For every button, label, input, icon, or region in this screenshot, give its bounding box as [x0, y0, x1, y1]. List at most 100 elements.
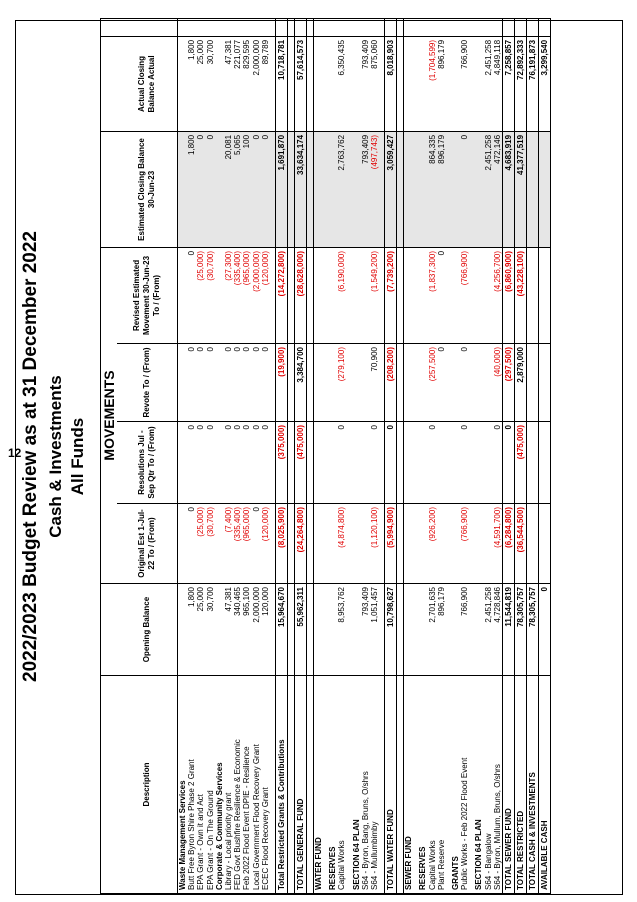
edge-cell — [205, 18, 215, 37]
row-description: TOTAL WATER FUND — [384, 675, 397, 894]
row-value: 0 — [205, 343, 215, 422]
table-row: S64 - Byron, Mullum, Bruns, O/shrs 4,728,… — [492, 18, 503, 894]
edge-cell — [306, 18, 314, 37]
row-value — [313, 583, 324, 676]
row-value: 2,451,258 — [483, 36, 493, 132]
row-value: 0 — [205, 131, 215, 248]
row-value: 0 — [233, 421, 243, 504]
row-value: 965,100 — [242, 583, 252, 676]
edge-cell — [418, 18, 428, 37]
row-value: (475,000) — [294, 421, 307, 504]
table-row: S64 - Mullumbimby 1,051,457 (1,120,100) 0 70… — [370, 18, 380, 894]
row-value: 0 — [492, 421, 503, 504]
row-description: Public Works - Feb 2022 Flood Event — [460, 675, 470, 894]
row-value — [403, 421, 414, 504]
row-value: 793,409 — [360, 131, 371, 248]
row-value: 766,900 — [460, 583, 470, 676]
row-value — [483, 343, 493, 422]
spacer-cell — [306, 247, 314, 344]
row-value — [214, 583, 225, 676]
row-value — [418, 36, 428, 132]
table-row: EPA Grant - On The Ground 30,700 (30,700) 0… — [205, 18, 215, 894]
edge-cell — [436, 18, 447, 37]
row-value: 2,451,258 — [483, 131, 493, 248]
row-value — [351, 421, 361, 504]
row-value: 0 — [260, 131, 271, 248]
row-value: 0 — [460, 343, 470, 422]
row-value: (257,500) — [427, 343, 437, 422]
row-value: 25,000 — [196, 583, 206, 676]
row-value: (120,000) — [260, 503, 271, 584]
row-description: FED Govt Bushfire Resilience & Economic — [233, 675, 243, 894]
row-value: 0 — [436, 343, 447, 422]
row-value: 896,179 — [436, 131, 447, 248]
row-value — [474, 583, 484, 676]
row-value: (926,200) — [427, 503, 437, 584]
row-value: (25,000) — [196, 503, 206, 584]
row-value: 1,691,870 — [275, 131, 288, 248]
spacer-cell — [396, 421, 404, 504]
row-value — [351, 343, 361, 422]
row-value — [214, 36, 225, 132]
row-value: (475,000) — [514, 421, 527, 504]
row-value — [403, 583, 414, 676]
row-value — [313, 36, 324, 132]
row-value — [451, 247, 461, 344]
spacer-cell — [306, 675, 314, 894]
row-value: 47,381 — [224, 36, 234, 132]
row-value: 41,377,519 — [514, 131, 527, 248]
row-value: 72,892,333 — [514, 36, 527, 132]
edge-cell — [514, 18, 527, 37]
total-row: TOTAL GENERAL FUND 55,962,311 (24,264,800)… — [294, 18, 307, 894]
spacer-cell — [396, 583, 404, 676]
col-actual: Actual Closing Balance Actual — [117, 36, 178, 132]
spacer-cell — [306, 421, 314, 504]
row-value — [538, 503, 551, 584]
row-value: (2,000,000) — [251, 247, 261, 344]
table-row: Capital Works 8,953,762 (4,874,800) 0 (279,1… — [337, 18, 347, 894]
row-value — [526, 503, 539, 584]
edge-cell — [483, 18, 493, 37]
report-subtitle-2: All Funds — [68, 417, 87, 496]
row-value: 0 — [260, 343, 271, 422]
movements-header-row: MOVEMENTS — [100, 18, 117, 894]
table-row: Local Government Flood Recovery Grant 2,0… — [251, 18, 261, 894]
row-description: Capital Works — [337, 675, 347, 894]
spacer-row — [396, 18, 404, 894]
row-value — [418, 421, 428, 504]
row-value: 0 — [224, 421, 234, 504]
row-value: 0 — [538, 583, 551, 676]
edge-cell — [384, 18, 397, 37]
row-value: 5,065 — [233, 131, 243, 248]
table-row: Corporate & Community Services — [214, 18, 225, 894]
row-value: 1,800 — [187, 583, 197, 676]
row-value: (36,544,500) — [514, 503, 527, 584]
table-row: RESERVES — [328, 18, 338, 894]
spacer-cell — [306, 343, 314, 422]
row-value — [177, 503, 188, 584]
table-row: S64 - Bangalow 2,451,258 2,451,258 2,451,25… — [483, 18, 493, 894]
row-description: Plant Reserve — [436, 675, 447, 894]
table-row: Butt Free Byron Shire Phase 2 Grant 1,800… — [187, 18, 197, 894]
spacer-cell — [396, 131, 404, 248]
row-value — [418, 503, 428, 584]
row-value: 0 — [502, 421, 515, 504]
spacer-row — [287, 18, 295, 894]
edge-cell — [451, 18, 461, 37]
row-value — [538, 131, 551, 248]
row-value — [451, 36, 461, 132]
row-value — [177, 583, 188, 676]
row-value: 0 — [370, 421, 380, 504]
edge-cell — [233, 18, 243, 37]
row-value — [483, 503, 493, 584]
edge-cell — [460, 18, 470, 37]
row-description: S64 - Mullumbimby — [370, 675, 380, 894]
edge-cell — [360, 18, 371, 37]
row-value — [214, 343, 225, 422]
row-value: 472,146 — [492, 131, 503, 248]
table-row: FED Govt Bushfire Resilience & Economic 3… — [233, 18, 243, 894]
row-value: 10,718,781 — [275, 36, 288, 132]
row-description: SEWER FUND — [403, 675, 414, 894]
row-value: 30,700 — [205, 583, 215, 676]
col-original: Original Est 1-Jul-22 To / (From) — [117, 503, 178, 584]
